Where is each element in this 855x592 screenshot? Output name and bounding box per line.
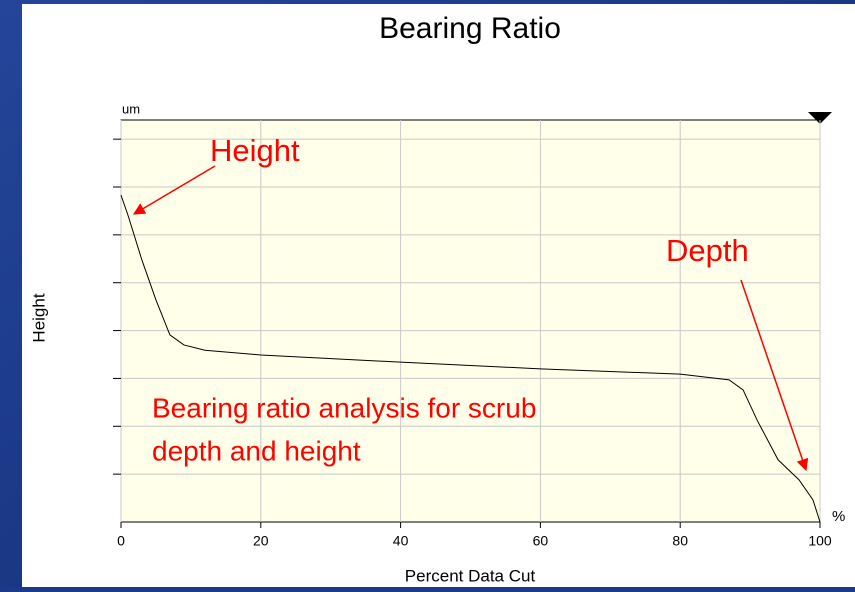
- x-unit: %: [832, 508, 845, 525]
- data-line: [120, 194, 821, 523]
- annotation: Depth: [666, 233, 749, 268]
- chart-title: Bearing Ratio: [379, 12, 561, 45]
- x-tick-label: 40: [393, 533, 409, 549]
- x-tick-label: 20: [253, 533, 269, 549]
- annotation: depth and height: [152, 435, 361, 466]
- x-tick-label: 0: [117, 533, 125, 549]
- annotation: Height: [210, 133, 300, 168]
- y-axis-label: Height: [29, 293, 48, 342]
- annotation-arrow: [740, 279, 809, 472]
- annotation: Bearing ratio analysis for scrub: [152, 392, 536, 423]
- x-axis-label: Percent Data Cut: [405, 566, 536, 585]
- x-tick-label: 80: [672, 533, 688, 549]
- marker-triangle: [808, 112, 832, 124]
- annotation-arrow: [132, 165, 216, 215]
- y-unit: um: [122, 101, 140, 116]
- x-tick-label: 100: [808, 533, 832, 549]
- x-tick-label: 60: [533, 533, 549, 549]
- plot-layer: 0 20 40 60 80 100: [113, 120, 832, 549]
